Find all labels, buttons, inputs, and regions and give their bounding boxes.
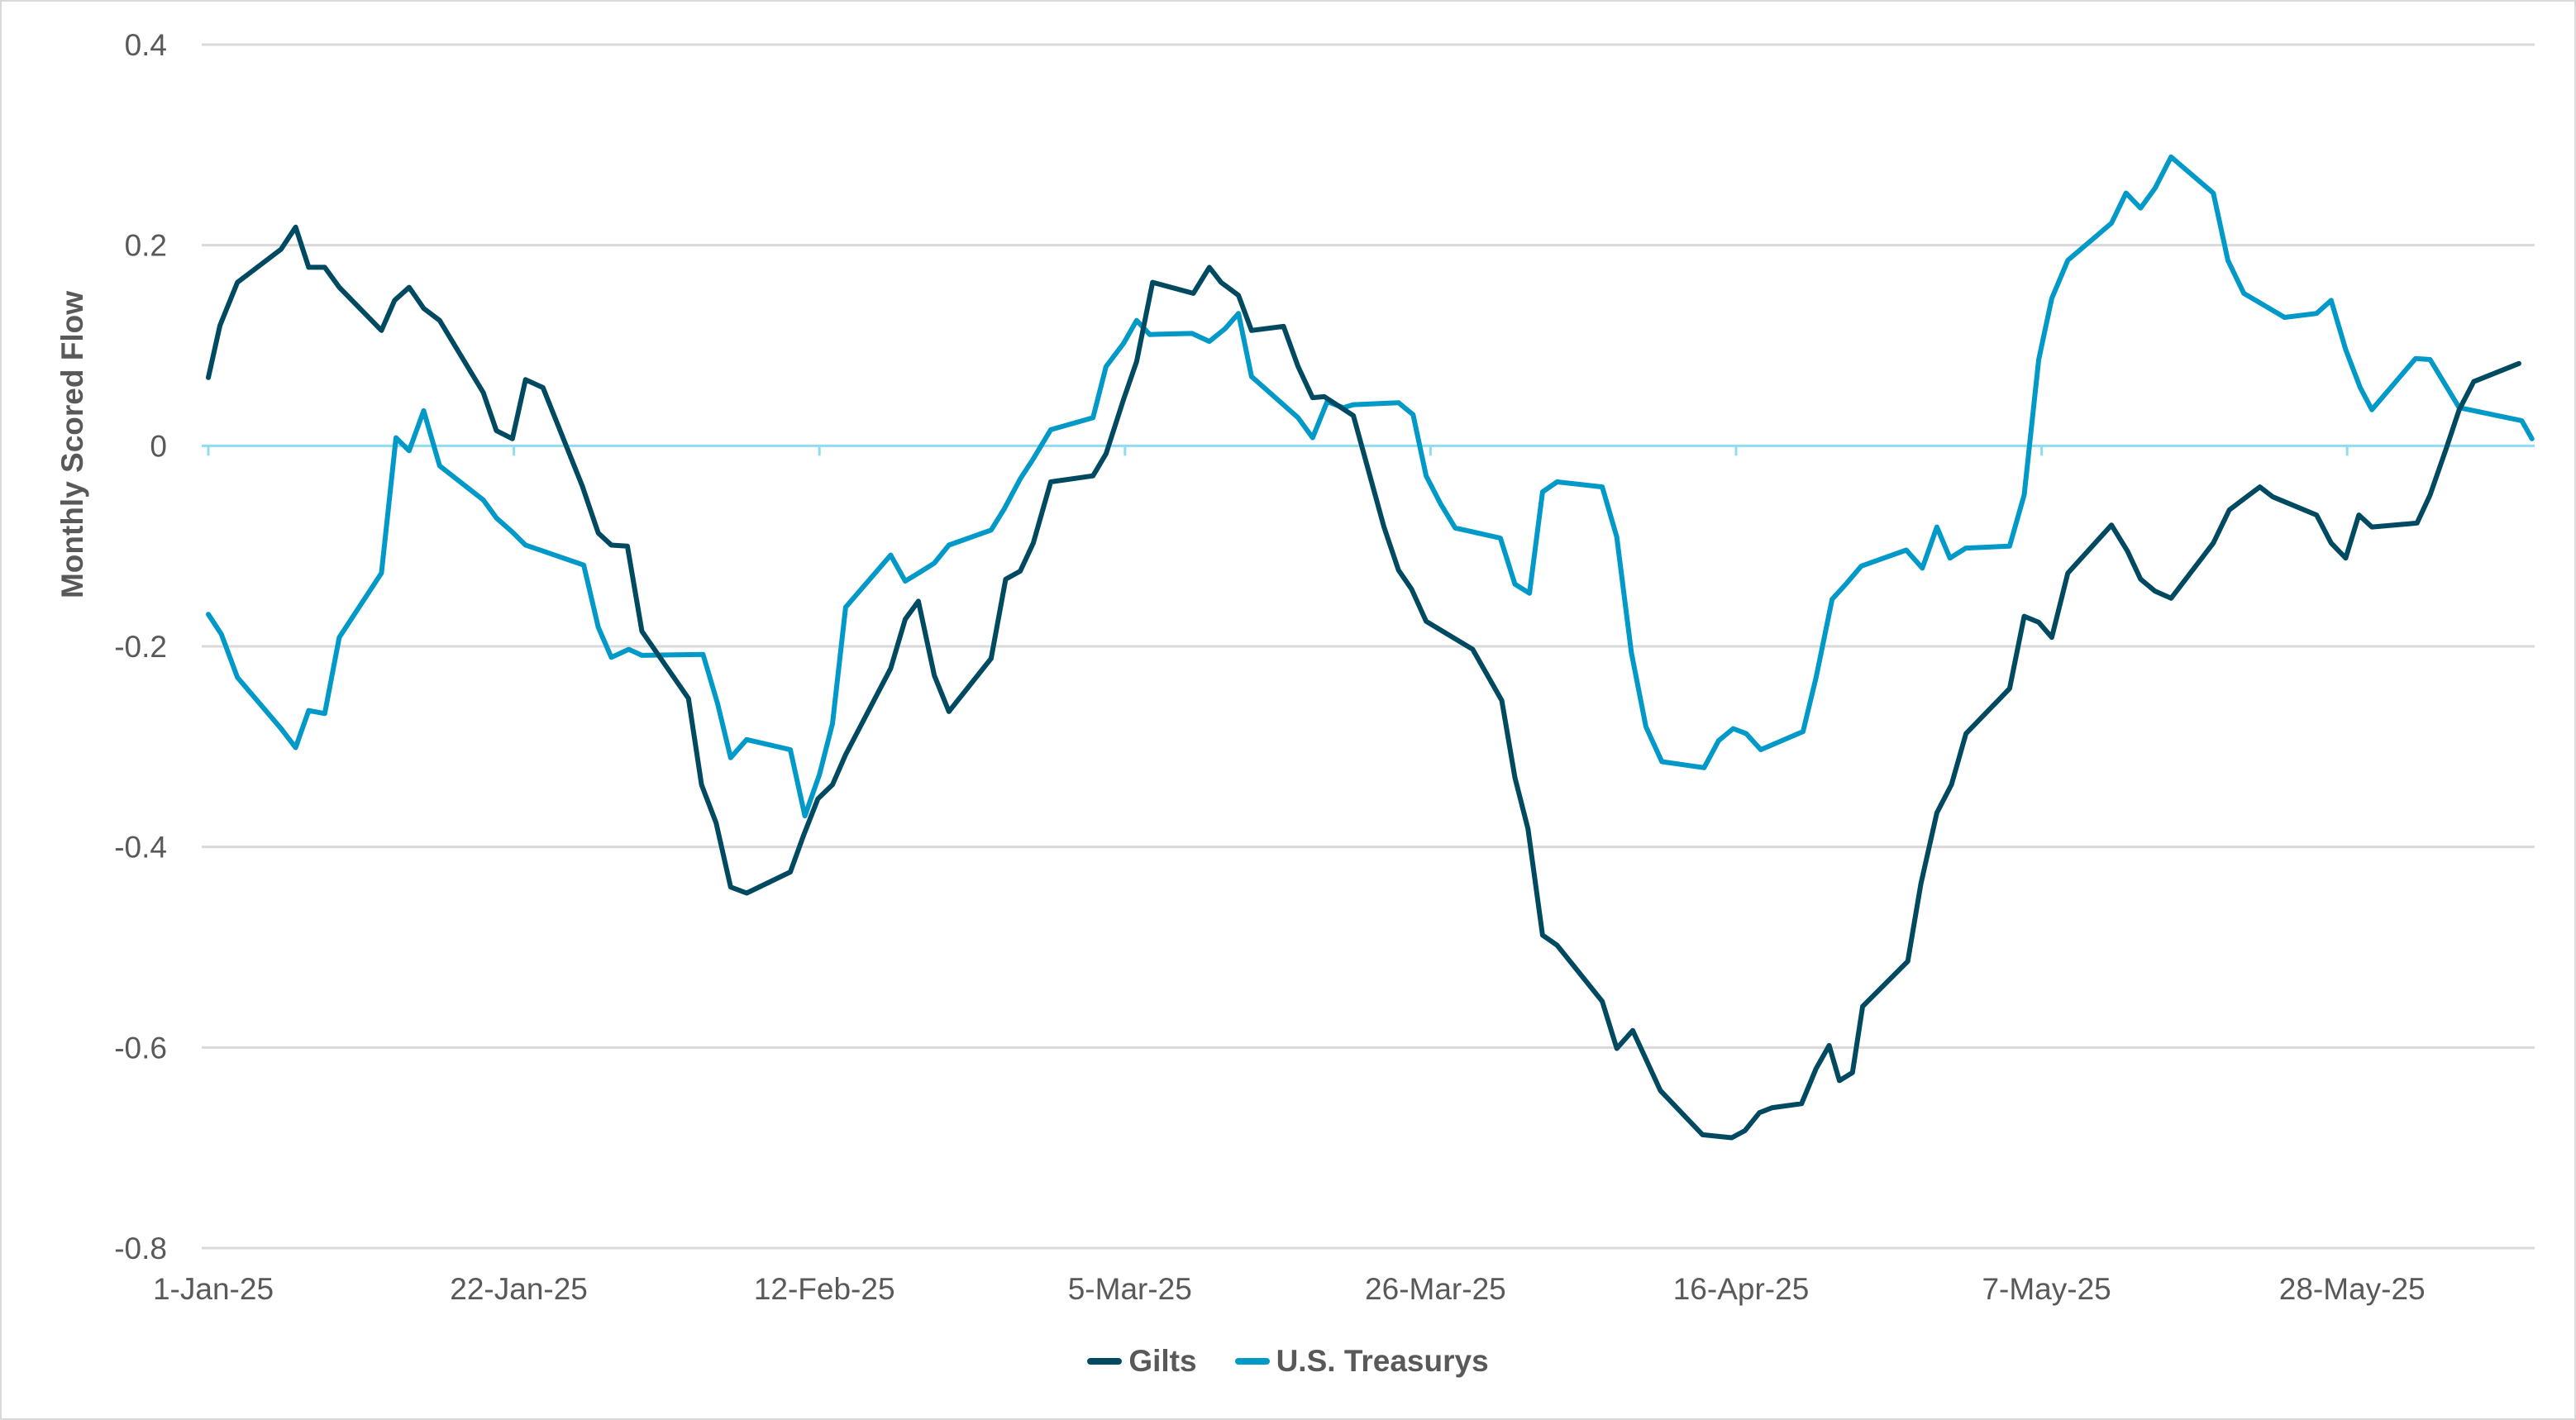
y-tick-label: 0.4 <box>125 28 167 62</box>
us-treasurys-line <box>206 154 2535 819</box>
gilts-line-swatch-icon <box>1087 1358 1123 1365</box>
x-axis-ticks: 1-Jan-25 22-Jan-25 12-Feb-25 5-Mar-25 26-Mar… <box>153 446 2426 1306</box>
legend-item-gilts[interactable]: Gilts <box>1087 1344 1197 1379</box>
x-tick-label: 5-Mar-25 <box>1068 1272 1192 1306</box>
x-tick-label: 1-Jan-25 <box>153 1272 274 1306</box>
legend-label: U.S. Treasurys <box>1276 1344 1489 1378</box>
x-tick-label: 7-May-25 <box>1982 1272 2111 1306</box>
x-tick-label: 12-Feb-25 <box>754 1272 895 1306</box>
gilts-line <box>206 224 2521 1141</box>
gridlines <box>202 43 2535 1250</box>
legend: Gilts U.S. Treasurys <box>0 1344 2576 1379</box>
x-tick-label: 28-May-25 <box>2279 1272 2426 1306</box>
y-axis-title: Monthly Scored Flow <box>55 291 89 598</box>
y-tick-label: -0.8 <box>114 1232 167 1265</box>
x-tick-label: 22-Jan-25 <box>450 1272 588 1306</box>
data-series <box>206 154 2535 1141</box>
y-axis-ticks: 0.4 0.2 0 -0.2 -0.4 -0.6 -0.8 <box>114 28 167 1265</box>
y-tick-label: 0 <box>150 429 167 463</box>
x-tick-label: 16-Apr-25 <box>1673 1272 1810 1306</box>
legend-label: Gilts <box>1128 1344 1197 1378</box>
legend-item-us-treasurys[interactable]: U.S. Treasurys <box>1234 1344 1489 1379</box>
y-tick-label: 0.2 <box>125 229 167 263</box>
y-tick-label: -0.4 <box>114 831 167 865</box>
x-tick-label: 26-Mar-25 <box>1365 1272 1506 1306</box>
treasurys-line-swatch-icon <box>1234 1358 1270 1365</box>
y-tick-label: -0.6 <box>114 1031 167 1065</box>
y-tick-label: -0.2 <box>114 630 167 664</box>
